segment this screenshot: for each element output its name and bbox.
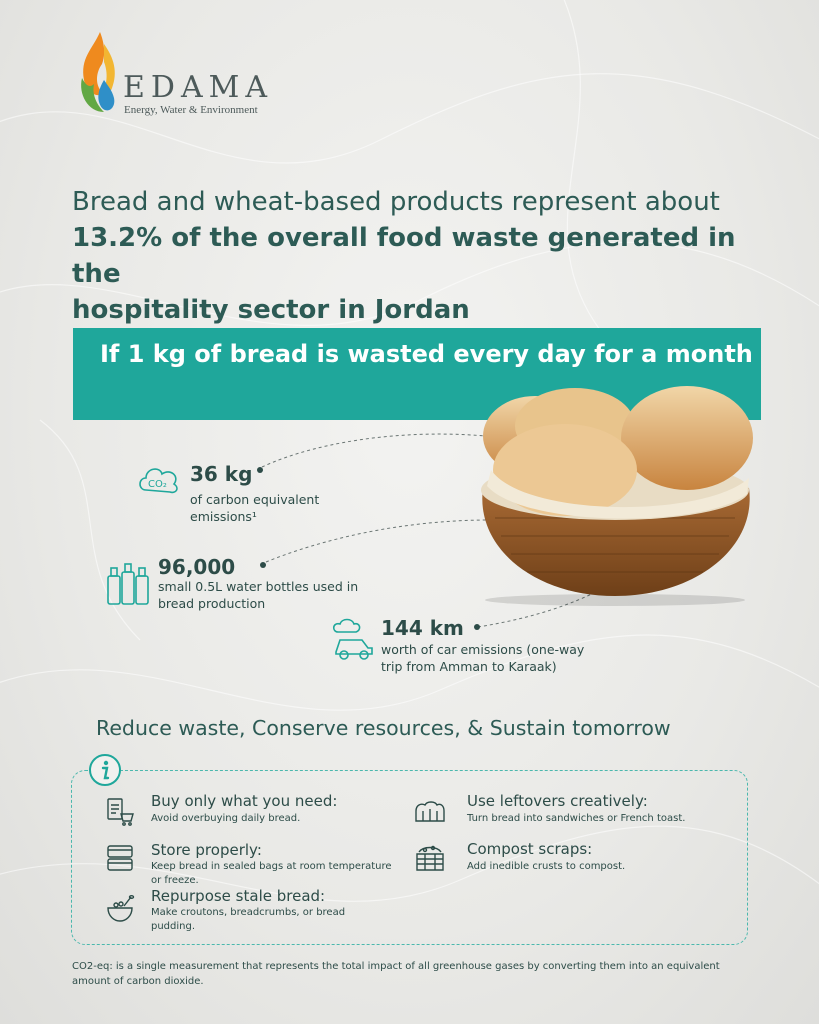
- stat-desc-line: worth of car emissions (one-way: [381, 642, 585, 657]
- tip-desc: Keep bread in sealed bags at room temper…: [151, 860, 392, 888]
- headline-line-2: 13.2% of the overall food waste generate…: [72, 223, 736, 289]
- car-emissions-icon: [332, 618, 373, 660]
- headline-line-3: hospitality sector in Jordan: [72, 295, 470, 325]
- stat-desc-line: trip from Amman to Karaak): [381, 659, 557, 674]
- tip-desc-line: or freeze.: [151, 875, 199, 886]
- compost-bin-icon: [416, 845, 444, 871]
- stat-value-car: 144 km: [381, 616, 464, 640]
- stat-desc-line: emissions¹: [190, 509, 257, 524]
- tip-title: Store properly:: [151, 841, 262, 859]
- info-icon: [89, 754, 121, 786]
- stat-value-water: 96,000: [158, 555, 236, 579]
- tip-desc-line: Keep bread in sealed bags at room temper…: [151, 861, 392, 872]
- footnote: CO2-eq: is a single measurement that rep…: [72, 959, 772, 989]
- brand-tagline: Energy, Water & Environment: [124, 104, 258, 116]
- stat-desc-line: small 0.5L water bottles used in: [158, 579, 359, 594]
- brand-name: EDAMA: [123, 70, 273, 105]
- banner-text: If 1 kg of bread is wasted every day for…: [100, 340, 753, 368]
- section-title: Reduce waste, Conserve resources, & Sust…: [96, 716, 671, 740]
- stat-desc-line: bread production: [158, 596, 266, 611]
- stat-desc-line: of carbon equivalent: [190, 492, 320, 507]
- connector-dot: [474, 624, 480, 630]
- water-bottles-icon: [107, 563, 149, 605]
- footnote-line: amount of carbon dioxide.: [72, 976, 204, 987]
- tip-desc-line: Make croutons, breadcrumbs, or bread: [151, 907, 346, 918]
- tip-desc: Turn bread into sandwiches or French toa…: [467, 813, 686, 824]
- tip-title: Compost scraps:: [467, 840, 593, 858]
- bread-basket-image: [481, 386, 753, 606]
- bread-loaf-icon: [415, 801, 445, 822]
- tip-desc: Avoid overbuying daily bread.: [151, 813, 301, 824]
- tip-title: Repurpose stale bread:: [151, 887, 326, 905]
- tip-desc: Add inedible crusts to compost.: [467, 861, 626, 872]
- connector-dot: [260, 562, 266, 568]
- stat-desc-car: worth of car emissions (one-way trip fro…: [381, 641, 584, 675]
- tip-title: Use leftovers creatively:: [467, 792, 648, 810]
- edama-logo: [81, 32, 115, 112]
- tip-desc: Make croutons, breadcrumbs, or bread pud…: [151, 906, 345, 934]
- shopping-list-icon: [107, 798, 134, 826]
- headline-line-1: Bread and wheat-based products represent…: [72, 187, 720, 217]
- tip-title: Buy only what you need:: [151, 792, 338, 810]
- svg-text:CO₂: CO₂: [148, 479, 167, 490]
- stat-desc-carbon: of carbon equivalent emissions¹: [190, 491, 319, 525]
- tip-desc-line: pudding.: [151, 921, 196, 932]
- stat-value-carbon: 36 kg: [190, 462, 253, 486]
- bowl-icon: [107, 895, 135, 922]
- storage-containers-icon: [107, 845, 133, 871]
- co2-cloud-icon: CO₂: [139, 468, 178, 494]
- footnote-line: CO2-eq: is a single measurement that rep…: [72, 961, 720, 972]
- tips-box: [71, 770, 748, 945]
- connector-dot: [257, 467, 263, 473]
- headline: Bread and wheat-based products represent…: [72, 184, 772, 328]
- stat-desc-water: small 0.5L water bottles used in bread p…: [158, 578, 358, 612]
